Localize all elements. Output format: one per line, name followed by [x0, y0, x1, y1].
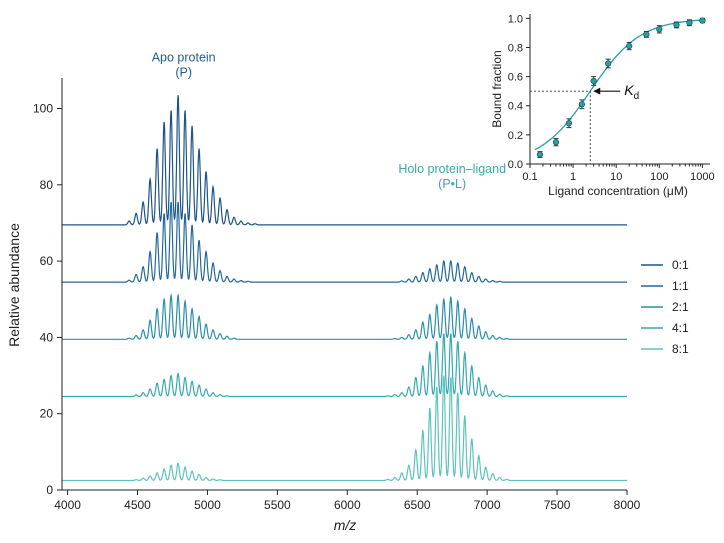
data-point [626, 42, 633, 50]
legend-label: 8:1 [672, 342, 689, 356]
kd-annotation: Kd [624, 82, 639, 102]
inset-x-axis-ticks: 0.1 1 10 100 1000 [522, 164, 715, 183]
y-axis-label: Relative abundance [6, 223, 22, 347]
spectrum-series-8-1 [62, 375, 627, 482]
data-point [578, 101, 586, 108]
y-tick-label: 60 [40, 254, 54, 268]
apo-protein-annotation: Apo protein [152, 50, 216, 64]
spectrum-series-2-1 [62, 293, 627, 340]
y-tick-label: 40 [40, 330, 54, 344]
data-point [699, 17, 706, 24]
kd-arrow [593, 87, 621, 95]
inset-y-tick-label: 0.8 [508, 42, 523, 54]
inset-y-tick-label: 0.2 [508, 130, 523, 142]
x-tick-label: 6500 [404, 498, 431, 512]
y-tick-label: 20 [40, 407, 54, 421]
x-tick-label: 8000 [614, 498, 641, 512]
inset-y-tick-label: 0.6 [508, 72, 523, 84]
kd-guide-lines [530, 90, 591, 164]
kd-arrow-head [593, 87, 601, 95]
inset-y-axis-label: Bound fraction [490, 50, 504, 127]
legend: 0:1 1:1 2:1 4:1 8:1 [641, 258, 689, 356]
inset-fit-curve [534, 19, 706, 151]
x-tick-label: 6000 [334, 498, 361, 512]
legend-label: 0:1 [672, 258, 689, 272]
data-point [590, 77, 597, 85]
data-point [565, 120, 573, 127]
data-point [656, 26, 663, 33]
data-point [552, 139, 560, 146]
mass-spectrum-chart: 4000 4500 5000 5500 6000 6500 7000 7500 8000 0 20… [6, 50, 689, 533]
legend-label: 4:1 [672, 321, 689, 335]
data-point [536, 151, 544, 158]
data-point [673, 21, 680, 29]
spectrum-series-0-1 [62, 95, 627, 226]
apo-protein-symbol: (P) [175, 65, 192, 79]
x-axis-ticks: 4000 4500 5000 5500 6000 6500 7000 7500 8000 [54, 490, 641, 512]
inset-x-tick-label: 100 [650, 171, 668, 183]
spectrum-series-1-1 [62, 201, 627, 283]
x-tick-label: 7500 [544, 498, 571, 512]
inset-y-tick-label: 0.0 [508, 159, 523, 171]
x-tick-label: 7000 [474, 498, 501, 512]
x-tick-label: 4000 [54, 498, 81, 512]
inset-x-axis-label: Ligand concentration (μM) [548, 184, 688, 198]
inset-y-tick-label: 0.4 [508, 101, 523, 113]
inset-binding-curve-chart: 0.1 1 10 100 1000 0.0 0.2 0.4 0.6 0.8 1.0 Kd Liga… [490, 13, 715, 198]
x-tick-label: 5000 [194, 498, 221, 512]
inset-x-tick-label: 1000 [690, 171, 714, 183]
y-tick-label: 0 [46, 483, 53, 497]
spectrum-series-group [62, 95, 627, 482]
x-tick-label: 5500 [264, 498, 291, 512]
kd-main-text: K [624, 82, 634, 98]
x-axis-label: m/z [334, 517, 357, 533]
data-point [605, 60, 612, 67]
x-tick-label: 4500 [124, 498, 151, 512]
inset-data-points [536, 17, 706, 158]
data-point [643, 31, 650, 38]
legend-label: 2:1 [672, 300, 689, 314]
data-point [686, 19, 693, 26]
kd-subscript: d [634, 91, 640, 102]
inset-y-tick-label: 1.0 [508, 13, 523, 25]
inset-x-tick-label: 10 [610, 171, 622, 183]
holo-protein-ligand-annotation: Holo protein–ligand [398, 162, 506, 176]
y-tick-label: 100 [33, 102, 53, 116]
holo-protein-ligand-symbol: (P•L) [438, 177, 466, 191]
y-axis-ticks: 0 20 40 60 80 100 [33, 102, 62, 497]
inset-y-axis-ticks: 0.0 0.2 0.4 0.6 0.8 1.0 [508, 13, 530, 171]
y-tick-label: 80 [40, 178, 54, 192]
inset-x-tick-label: 0.1 [522, 171, 537, 183]
inset-x-tick-label: 1 [570, 171, 576, 183]
legend-label: 1:1 [672, 279, 689, 293]
spectrum-series-4-1 [62, 333, 627, 398]
